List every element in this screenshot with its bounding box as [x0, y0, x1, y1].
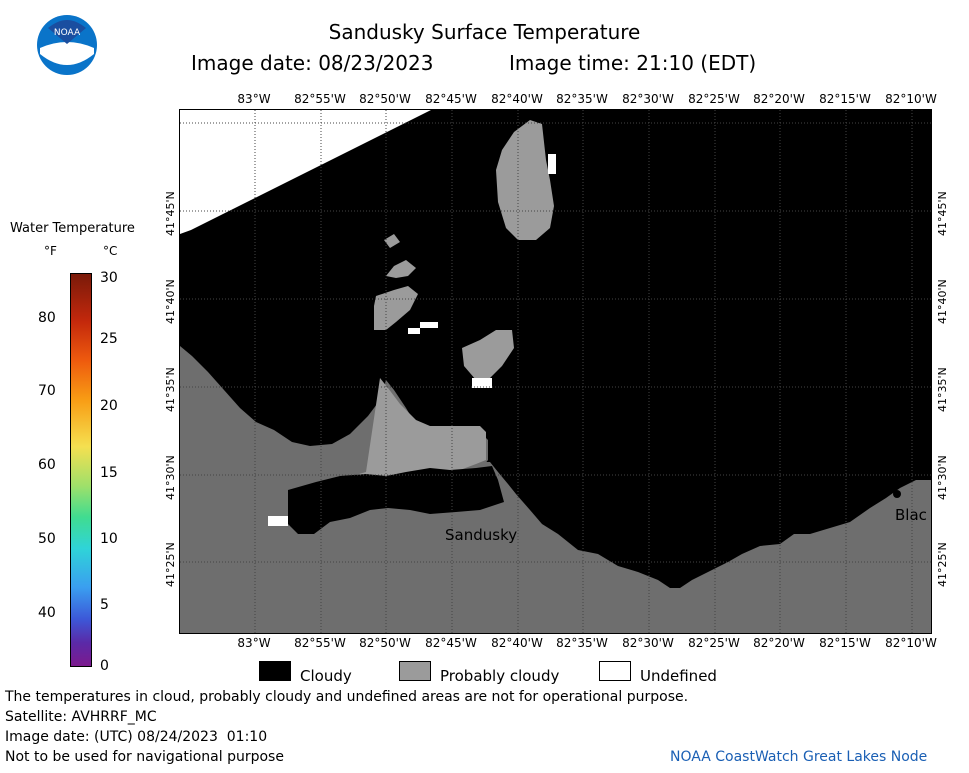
- colorbar-c-tick: 5: [100, 597, 109, 613]
- noaa-logo: NOAA: [36, 14, 98, 76]
- lon-top-label: 82°55'W: [294, 92, 346, 106]
- undefined-blip-2: [420, 322, 438, 328]
- lon-bottom-label: 82°25'W: [688, 636, 740, 650]
- colorbar-f-tick: 80: [38, 310, 56, 326]
- undefined-blip-5: [268, 516, 288, 526]
- image-time: Image time: 21:10 (EDT): [509, 51, 757, 75]
- blac-marker: [893, 490, 901, 498]
- lat-right-label: 41°30'N: [936, 455, 949, 500]
- probably-cloudy-islet-4: [384, 234, 400, 248]
- legend-label-undefined: Undefined: [640, 667, 717, 685]
- lon-bottom-label: 82°20'W: [753, 636, 805, 650]
- colorbar-f-tick: 50: [38, 531, 56, 547]
- lon-top-label: 82°35'W: [556, 92, 608, 106]
- lon-top-label: 82°50'W: [359, 92, 411, 106]
- colorbar-c-tick: 0: [100, 658, 109, 674]
- colorbar-unit-f: °F: [44, 244, 57, 258]
- colorbar-f-tick: 60: [38, 457, 56, 473]
- lat-right-label: 41°40'N: [936, 279, 949, 324]
- noaa-logo-text: NOAA: [54, 28, 81, 38]
- legend-label-cloudy: Cloudy: [300, 667, 352, 685]
- legend-label-probably-cloudy: Probably cloudy: [440, 667, 560, 685]
- colorbar-c-tick: 15: [100, 465, 118, 481]
- colorbar-f-tick: 70: [38, 383, 56, 399]
- lat-right-label: 41°45'N: [936, 191, 949, 236]
- legend-swatch-cloudy: [259, 661, 291, 681]
- lon-bottom-label: 82°50'W: [359, 636, 411, 650]
- legend-swatch-probably-cloudy: [399, 661, 431, 681]
- lat-left-label: 41°35'N: [164, 367, 177, 412]
- probably-cloudy-south: [284, 378, 486, 522]
- probably-cloudy-islet-3: [462, 330, 514, 380]
- lon-bottom-label: 82°45'W: [425, 636, 477, 650]
- place-label-blac: Blac: [895, 506, 927, 524]
- probably-cloudy-islet-2: [374, 286, 418, 330]
- lat-right-label: 41°25'N: [936, 542, 949, 587]
- colorbar-c-tick: 10: [100, 531, 118, 547]
- colorbar-gradient: [70, 273, 92, 667]
- land-region: [180, 346, 931, 633]
- undefined-region: [180, 110, 431, 234]
- probably-cloudy-islet-1: [386, 260, 416, 278]
- colorbar-c-tick: 20: [100, 398, 118, 414]
- colorbar-unit-c: °C: [103, 244, 118, 258]
- lat-left-label: 41°25'N: [164, 542, 177, 587]
- lon-top-label: 82°25'W: [688, 92, 740, 106]
- footer-disclaimer: The temperatures in cloud, probably clou…: [5, 689, 689, 705]
- footer-credit: NOAA CoastWatch Great Lakes Node: [670, 749, 928, 765]
- undefined-blip-1: [548, 154, 556, 174]
- footer-nav-warning: Not to be used for navigational purpose: [5, 749, 284, 765]
- lat-right-label: 41°35'N: [936, 367, 949, 412]
- colorbar-c-tick: 30: [100, 270, 118, 286]
- footer-satellite: Satellite: AVHRRF_MC: [5, 709, 157, 725]
- sandusky-bay: [288, 466, 504, 534]
- lon-top-label: 82°40'W: [491, 92, 543, 106]
- lon-top-label: 82°15'W: [819, 92, 871, 106]
- sst-map: [180, 110, 931, 633]
- colorbar-title: Water Temperature: [10, 221, 135, 236]
- lon-top-label: 83°W: [237, 92, 271, 106]
- legend-swatch-undefined: [599, 661, 631, 681]
- lon-top-label: 82°20'W: [753, 92, 805, 106]
- map-frame: [179, 109, 932, 634]
- place-label-sandusky: Sandusky: [445, 526, 518, 544]
- page-title: Sandusky Surface Temperature: [328, 20, 641, 44]
- lon-bottom-label: 82°30'W: [622, 636, 674, 650]
- grid-lines: [180, 110, 931, 633]
- lat-left-label: 41°30'N: [164, 455, 177, 500]
- lon-bottom-label: 82°35'W: [556, 636, 608, 650]
- lon-top-label: 82°45'W: [425, 92, 477, 106]
- lon-top-label: 82°30'W: [622, 92, 674, 106]
- lon-bottom-label: 83°W: [237, 636, 271, 650]
- lon-bottom-label: 82°15'W: [819, 636, 871, 650]
- lat-left-label: 41°45'N: [164, 191, 177, 236]
- image-date: Image date: 08/23/2023: [191, 51, 434, 75]
- lon-bottom-label: 82°10'W: [885, 636, 937, 650]
- footer-utc-date: Image date: (UTC) 08/24/2023 01:10: [5, 729, 268, 745]
- lat-left-label: 41°40'N: [164, 279, 177, 324]
- colorbar-c-tick: 25: [100, 331, 118, 347]
- undefined-blip-4: [472, 378, 492, 388]
- lon-bottom-label: 82°40'W: [491, 636, 543, 650]
- probably-cloudy-north: [496, 120, 554, 240]
- colorbar-f-tick: 40: [38, 605, 56, 621]
- lon-top-label: 82°10'W: [885, 92, 937, 106]
- undefined-blip-3: [408, 328, 420, 334]
- lon-bottom-label: 82°55'W: [294, 636, 346, 650]
